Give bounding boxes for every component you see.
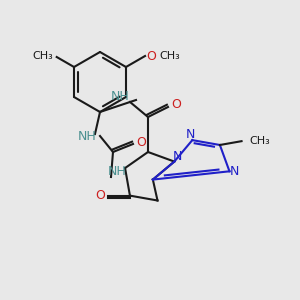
Text: NH: NH	[108, 165, 126, 178]
Text: CH₃: CH₃	[32, 51, 53, 61]
Text: N: N	[172, 150, 182, 163]
Text: N: N	[230, 165, 239, 178]
Text: N: N	[186, 128, 195, 141]
Text: O: O	[171, 98, 181, 112]
Text: NH: NH	[78, 130, 96, 143]
Text: O: O	[146, 50, 156, 62]
Text: CH₃: CH₃	[250, 136, 270, 146]
Text: CH₃: CH₃	[159, 51, 180, 61]
Text: NH: NH	[111, 91, 129, 103]
Text: O: O	[95, 189, 105, 202]
Text: O: O	[136, 136, 146, 149]
